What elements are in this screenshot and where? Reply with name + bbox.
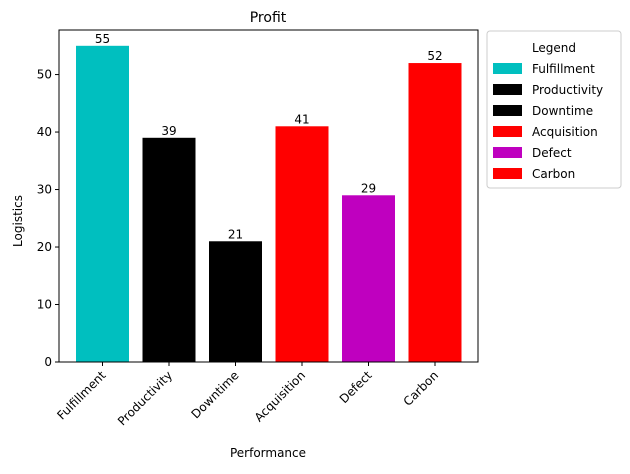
value-label-downtime: 21 xyxy=(228,227,243,241)
bar-carbon xyxy=(408,63,462,363)
legend-label-fulfillment: Fulfillment xyxy=(532,62,595,76)
value-label-carbon: 52 xyxy=(427,49,442,63)
x-tick-label-productivity: Productivity xyxy=(115,368,175,428)
bars-group xyxy=(76,45,462,363)
legend-swatch-carbon xyxy=(493,168,522,179)
value-labels-group: 55 39 21 41 29 52 xyxy=(95,32,443,241)
value-label-defect: 29 xyxy=(361,181,376,195)
x-axis-label: Performance xyxy=(230,446,306,460)
legend-label-defect: Defect xyxy=(532,146,572,160)
x-tick-label-carbon: Carbon xyxy=(401,368,441,408)
y-tick-label-20: 20 xyxy=(37,240,52,254)
y-axis-ticks: 0 10 20 30 40 50 xyxy=(37,68,59,369)
x-tick-label-downtime: Downtime xyxy=(188,368,241,421)
x-tick-label-defect: Defect xyxy=(337,368,375,406)
bar-downtime xyxy=(209,241,262,362)
legend-label-acquisition: Acquisition xyxy=(532,125,598,139)
x-tick-label-fulfillment: Fulfillment xyxy=(54,368,109,423)
legend-swatch-acquisition xyxy=(493,126,522,137)
legend: Legend Fulfillment Productivity Downtime Ac… xyxy=(486,30,622,189)
legend-entries: Fulfillment Productivity Downtime Acquisiti… xyxy=(493,62,603,181)
bar-acquisition xyxy=(275,126,329,362)
plot-frame xyxy=(58,29,479,363)
value-label-fulfillment: 55 xyxy=(95,32,110,46)
chart-title: Profit xyxy=(250,10,287,26)
value-label-acquisition: 41 xyxy=(294,112,309,126)
bar-defect xyxy=(342,195,395,362)
y-tick-label-40: 40 xyxy=(37,125,52,139)
legend-swatch-downtime xyxy=(493,105,522,116)
y-axis-label: Logistics xyxy=(11,195,25,247)
x-tick-label-acquisition: Acquisition xyxy=(252,368,308,424)
y-tick-label-50: 50 xyxy=(37,68,52,82)
y-tick-label-10: 10 xyxy=(37,298,52,312)
legend-swatch-defect xyxy=(493,147,522,158)
x-axis-ticks: Fulfillment Productivity Downtime Acquisiti… xyxy=(54,362,441,428)
legend-swatch-fulfillment xyxy=(493,63,522,74)
y-tick-label-0: 0 xyxy=(44,355,52,369)
value-label-productivity: 39 xyxy=(161,124,176,138)
legend-label-carbon: Carbon xyxy=(532,167,575,181)
legend-title: Legend xyxy=(532,41,576,55)
y-tick-label-30: 30 xyxy=(37,183,52,197)
legend-label-productivity: Productivity xyxy=(532,83,603,97)
bar-fulfillment xyxy=(76,45,129,363)
legend-label-downtime: Downtime xyxy=(532,104,593,118)
bar-productivity xyxy=(142,137,196,362)
legend-swatch-productivity xyxy=(493,84,522,95)
